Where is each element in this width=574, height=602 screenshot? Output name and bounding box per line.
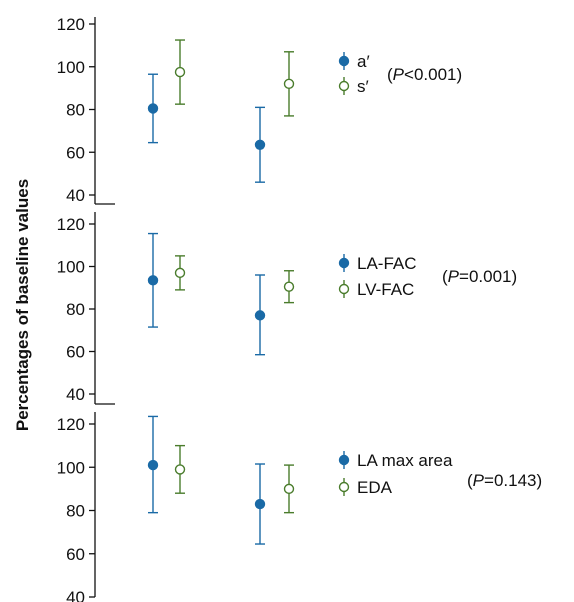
y-tick-label: 60: [66, 545, 85, 564]
data-point: [174, 267, 186, 279]
panel-1: 40 60 80 100 120 a′ s′ (P<0.001): [57, 15, 463, 205]
data-point: [283, 281, 295, 292]
y-tick-label: 100: [57, 58, 85, 77]
y-tick-label: 40: [66, 588, 85, 602]
legend-marker: [338, 257, 350, 269]
y-tick-label: 120: [57, 15, 85, 34]
data-point: [283, 483, 295, 495]
legend-marker: [338, 80, 350, 92]
data-point: [254, 310, 266, 321]
data-point: [174, 464, 186, 475]
legend-label: EDA: [357, 478, 393, 497]
y-tick-label: 80: [66, 502, 85, 521]
data-point: [254, 139, 266, 150]
data-point: [147, 103, 159, 114]
legend-label: LA-FAC: [357, 254, 417, 273]
y-tick-label: 100: [57, 258, 85, 277]
y-tick-label: 80: [66, 101, 85, 120]
legend-label: LV-FAC: [357, 280, 414, 299]
p-value: (P<0.001): [387, 65, 462, 84]
y-tick-label: 100: [57, 458, 85, 477]
legend-label: LA max area: [357, 451, 453, 470]
chart-panels: 40 60 80 100 120 a′ s′ (P<0.001) 40 60 80 100 120 LA-…: [57, 15, 543, 602]
legend-label: a′: [357, 52, 370, 71]
data-point: [283, 78, 295, 90]
legend-marker: [338, 454, 350, 466]
legend-label: s′: [357, 77, 369, 96]
y-tick-label: 120: [57, 215, 85, 234]
y-tick-label: 60: [66, 143, 85, 162]
legend-marker: [338, 283, 350, 295]
data-point: [174, 66, 186, 78]
y-tick-label: 60: [66, 343, 85, 362]
data-point: [254, 498, 266, 510]
y-tick-label: 40: [66, 385, 85, 404]
p-value: (P=0.143): [467, 471, 542, 490]
panel-2: 40 60 80 100 120 LA-FAC LV-FAC (P=0.001): [57, 212, 517, 405]
data-point: [147, 459, 159, 471]
y-axis-label: Percentages of baseline values: [13, 179, 32, 431]
y-tick-label: 40: [66, 186, 85, 205]
y-tick-label: 80: [66, 300, 85, 319]
y-tick-label: 120: [57, 415, 85, 434]
p-value: (P=0.001): [442, 267, 517, 286]
data-point: [147, 275, 159, 286]
legend-marker: [338, 481, 350, 493]
panel-3: 40 60 80 100 120 LA max area EDA (P=0.143): [57, 412, 542, 602]
legend-marker: [338, 55, 350, 67]
